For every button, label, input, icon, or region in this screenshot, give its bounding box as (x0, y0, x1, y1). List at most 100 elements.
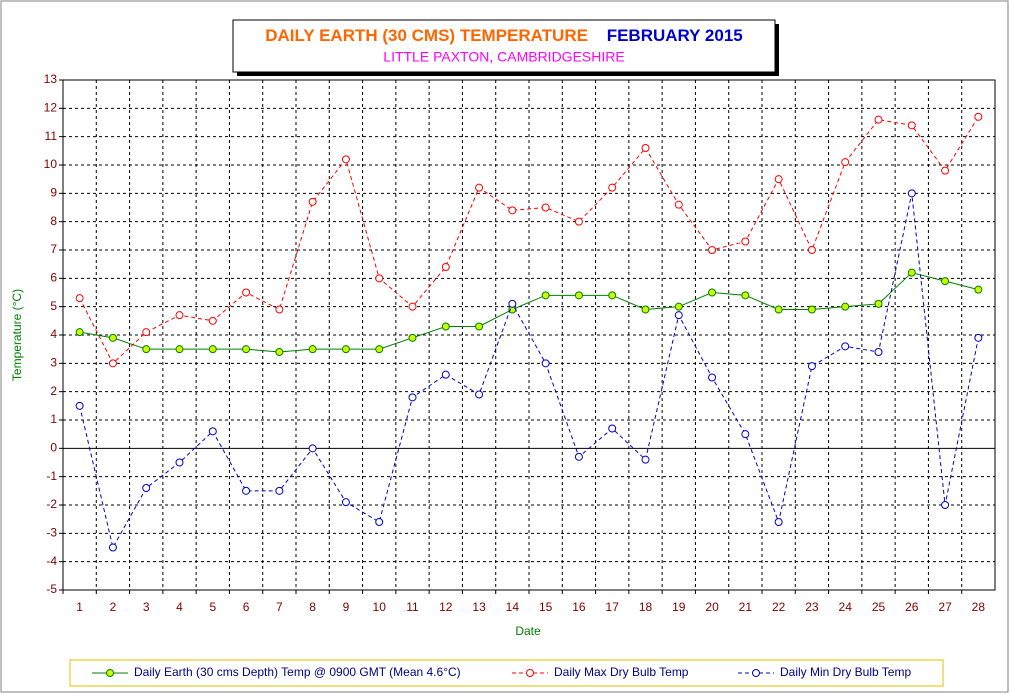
point (541, 359, 550, 368)
series-line (79, 193, 979, 549)
point (408, 333, 417, 342)
x-tick-label: 7 (276, 600, 283, 614)
point (275, 348, 284, 356)
point (974, 285, 983, 294)
x-tick-label: 22 (772, 600, 786, 614)
point (774, 518, 783, 526)
point (941, 277, 950, 286)
point (574, 452, 583, 461)
x-tick-label: 5 (209, 600, 216, 614)
point (142, 328, 151, 337)
point (874, 299, 883, 308)
point (907, 268, 916, 277)
y-tick-label: 5 (50, 299, 57, 313)
point (475, 390, 484, 399)
point (108, 359, 117, 368)
point (641, 305, 650, 314)
point (841, 302, 850, 311)
legend-label: Daily Max Dry Bulb Temp (554, 665, 689, 679)
point (441, 263, 450, 271)
legend-marker (106, 669, 114, 677)
y-tick-label: 11 (45, 129, 58, 143)
point (641, 144, 650, 152)
point (108, 543, 117, 552)
point (774, 305, 783, 314)
point (242, 486, 251, 495)
point (841, 158, 850, 167)
point (508, 206, 517, 215)
point (608, 424, 617, 433)
x-tick-label: 20 (705, 600, 719, 614)
y-tick-label: 10 (44, 157, 58, 171)
title-line: DAILY EARTH (30 CMS) TEMPERATURE FEBRUAR… (265, 26, 743, 45)
y-tick-label: 8 (50, 214, 57, 228)
y-tick-label: -3 (46, 526, 57, 540)
x-tick-label: 21 (739, 600, 753, 614)
point (208, 316, 217, 325)
point (475, 183, 484, 192)
point (142, 345, 151, 354)
x-tick-label: 19 (672, 600, 686, 614)
point (774, 175, 783, 184)
point (175, 311, 184, 320)
y-tick-label: 3 (50, 356, 57, 370)
y-tick-label: 2 (50, 384, 57, 398)
x-tick-label: 25 (872, 600, 886, 614)
point (75, 294, 84, 303)
y-tick-label: 12 (44, 101, 58, 115)
x-tick-label: 11 (406, 600, 419, 614)
x-tick-label: 28 (972, 600, 986, 614)
x-tick-label: 9 (343, 600, 350, 614)
point (208, 345, 217, 354)
point (674, 302, 683, 311)
point (441, 370, 450, 379)
point (641, 455, 650, 464)
legend (69, 659, 944, 687)
legend-label: Daily Earth (30 cms Depth) Temp @ 0900 G… (134, 665, 461, 679)
point (741, 430, 750, 439)
y-tick-label: 4 (50, 327, 57, 341)
y-axis-label: Temperature (°C) (10, 289, 24, 381)
point (175, 345, 184, 354)
point (708, 373, 717, 382)
chart-title: DAILY EARTH (30 CMS) TEMPERATURE (265, 26, 588, 45)
point (941, 166, 950, 175)
point (674, 200, 683, 209)
point (974, 112, 983, 121)
point (408, 302, 417, 311)
x-tick-label: 16 (572, 600, 586, 614)
y-tick-label: 1 (50, 412, 57, 426)
y-tick-label: 9 (50, 186, 57, 200)
y-tick-label: -1 (46, 469, 57, 483)
point (108, 333, 117, 342)
series-line (79, 272, 979, 353)
legend-marker (752, 669, 760, 677)
point (242, 345, 251, 354)
x-tick-label: 12 (439, 600, 453, 614)
y-tick-label: -5 (46, 582, 57, 596)
chart-title-period: FEBRUARY 2015 (607, 26, 743, 45)
point (574, 291, 583, 300)
point (608, 291, 617, 300)
x-tick-label: 4 (176, 600, 183, 614)
point (741, 237, 750, 246)
point (341, 345, 350, 354)
x-tick-label: 1 (76, 600, 83, 614)
point (907, 121, 916, 130)
x-tick-label: 15 (539, 600, 553, 614)
x-tick-label: 3 (143, 600, 150, 614)
x-tick-label: 27 (938, 600, 952, 614)
point (708, 246, 717, 254)
point (741, 291, 750, 300)
legend-label: Daily Min Dry Bulb Temp (780, 665, 911, 679)
point (874, 115, 883, 124)
x-axis-label: Date (515, 624, 541, 638)
point (574, 217, 583, 226)
y-tick-label: 7 (50, 242, 57, 256)
point (708, 288, 717, 297)
point (441, 322, 450, 331)
legend-marker (526, 669, 534, 677)
chart-subtitle: LITTLE PAXTON, CAMBRIDGESHIRE (383, 49, 624, 65)
title-box (232, 19, 776, 73)
point (508, 299, 517, 308)
